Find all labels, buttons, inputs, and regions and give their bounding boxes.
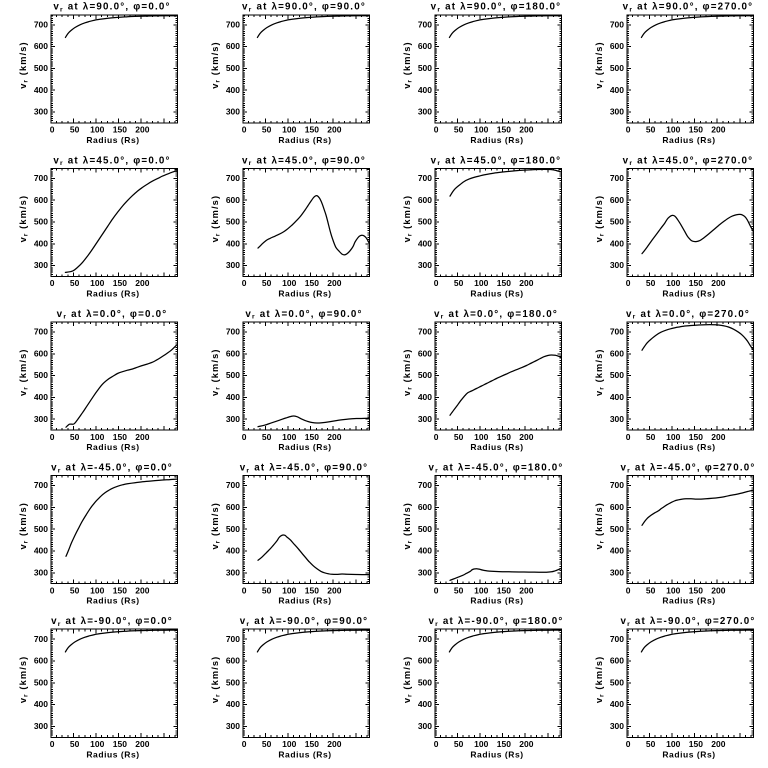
- svg-text:vr at λ=45.0°, φ=270.0°: vr at λ=45.0°, φ=270.0°: [623, 155, 754, 167]
- svg-text:vr at λ=-90.0°, φ=180.0°: vr at λ=-90.0°, φ=180.0°: [428, 616, 563, 628]
- svg-text:vr at λ=45.0°, φ=0.0°: vr at λ=45.0°, φ=0.0°: [53, 155, 170, 167]
- svg-text:vr at λ=-90.0°, φ=270.0°: vr at λ=-90.0°, φ=270.0°: [620, 616, 755, 628]
- svg-text:vr at λ=-45.0°, φ=90.0°: vr at λ=-45.0°, φ=90.0°: [240, 463, 368, 475]
- svg-text:vr at λ=0.0°, φ=90.0°: vr at λ=0.0°, φ=90.0°: [245, 309, 362, 321]
- svg-text:vr at λ=90.0°, φ=270.0°: vr at λ=90.0°, φ=270.0°: [623, 2, 754, 14]
- svg-text:vr at λ=-45.0°, φ=0.0°: vr at λ=-45.0°, φ=0.0°: [51, 463, 173, 475]
- svg-text:vr at λ=90.0°, φ=90.0°: vr at λ=90.0°, φ=90.0°: [242, 2, 366, 14]
- svg-text:vr at λ=-45.0°, φ=180.0°: vr at λ=-45.0°, φ=180.0°: [428, 463, 563, 475]
- svg-text:vr at λ=-90.0°, φ=90.0°: vr at λ=-90.0°, φ=90.0°: [240, 616, 368, 628]
- svg-text:vr at λ=45.0°, φ=90.0°: vr at λ=45.0°, φ=90.0°: [242, 155, 366, 167]
- svg-text:vr at λ=90.0°, φ=180.0°: vr at λ=90.0°, φ=180.0°: [431, 2, 562, 14]
- svg-text:vr at λ=0.0°, φ=0.0°: vr at λ=0.0°, φ=0.0°: [57, 309, 168, 321]
- svg-text:vr at λ=0.0°, φ=180.0°: vr at λ=0.0°, φ=180.0°: [434, 309, 558, 321]
- svg-text:vr at λ=0.0°, φ=270.0°: vr at λ=0.0°, φ=270.0°: [626, 309, 750, 321]
- svg-text:vr at λ=-90.0°, φ=0.0°: vr at λ=-90.0°, φ=0.0°: [51, 616, 173, 628]
- svg-text:vr at λ=90.0°, φ=0.0°: vr at λ=90.0°, φ=0.0°: [53, 2, 170, 14]
- svg-text:vr at λ=-45.0°, φ=270.0°: vr at λ=-45.0°, φ=270.0°: [620, 463, 755, 475]
- svg-text:vr at λ=45.0°, φ=180.0°: vr at λ=45.0°, φ=180.0°: [431, 155, 562, 167]
